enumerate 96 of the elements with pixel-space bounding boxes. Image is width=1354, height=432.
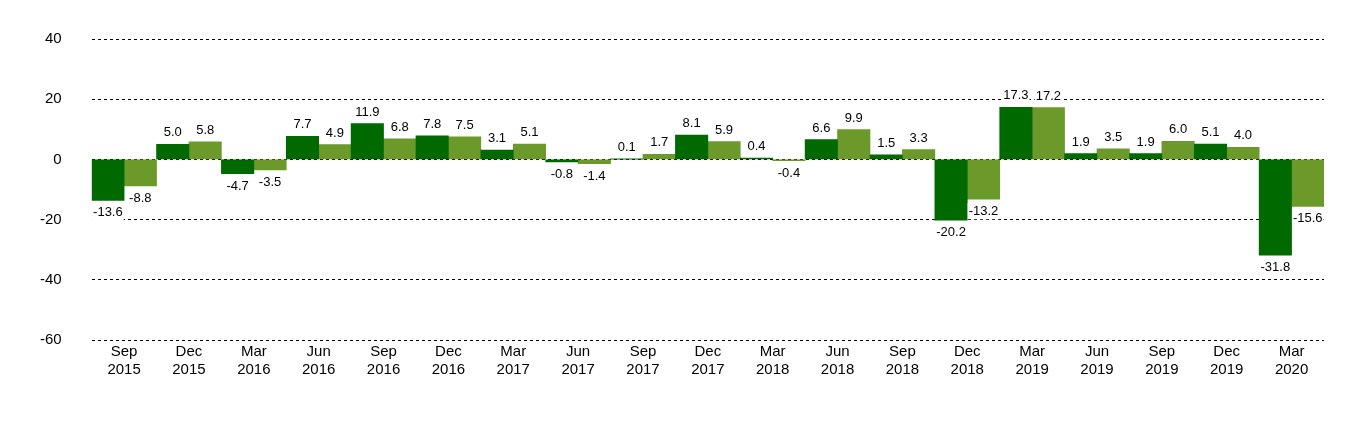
bar xyxy=(123,159,157,187)
x-tick-label: Jun 2016 xyxy=(302,342,336,378)
x-tick-label: Dec 2017 xyxy=(691,342,725,378)
y-tick-label: 40 xyxy=(44,29,62,47)
data-label: 6.6 xyxy=(812,119,831,135)
x-tick-label: Mar 2019 xyxy=(1015,342,1049,378)
data-label: -1.4 xyxy=(583,167,606,183)
bar xyxy=(1096,148,1130,160)
bar xyxy=(1258,159,1292,256)
data-label: 0.4 xyxy=(747,138,766,154)
data-label: -8.8 xyxy=(129,189,152,205)
data-label: 0.1 xyxy=(617,139,636,155)
x-tick-label: Dec 2019 xyxy=(1210,342,1244,378)
x-tick-label: Sep 2015 xyxy=(107,342,141,378)
data-label: -31.8 xyxy=(1260,259,1291,275)
x-tick-label: Jun 2018 xyxy=(820,342,855,378)
data-label: 11.9 xyxy=(355,103,380,119)
bar xyxy=(156,144,190,160)
bar xyxy=(415,135,449,160)
bar xyxy=(707,141,741,160)
x-tick-label: Sep 2016 xyxy=(366,342,401,378)
data-label: 7.8 xyxy=(423,116,442,131)
data-label: 3.1 xyxy=(488,130,507,146)
data-label: 6.0 xyxy=(1169,121,1188,137)
x-tick-label: Jun 2019 xyxy=(1080,342,1114,378)
data-label: -13.6 xyxy=(93,204,123,220)
bar xyxy=(642,153,676,160)
bar xyxy=(221,159,255,174)
x-tick-label: Dec 2016 xyxy=(431,342,466,378)
y-tick-label: -20 xyxy=(39,209,62,227)
data-label: -13.2 xyxy=(968,203,999,219)
data-label: 3.3 xyxy=(909,129,928,145)
bar xyxy=(1031,107,1065,160)
bar xyxy=(902,149,936,160)
data-label: 4.9 xyxy=(325,124,344,140)
data-label: 17.3 xyxy=(1003,87,1029,103)
x-tick-label: Dec 2018 xyxy=(950,342,984,378)
x-tick-label: Sep 2018 xyxy=(885,342,920,378)
x-tick-label: Mar 2020 xyxy=(1274,342,1309,378)
bar xyxy=(480,149,514,160)
data-label: 5.1 xyxy=(520,124,539,140)
data-label: -3.5 xyxy=(258,174,282,190)
x-tick-label: Sep 2017 xyxy=(626,342,660,378)
bar xyxy=(350,123,384,160)
bar xyxy=(1064,153,1098,160)
y-tick-label: -40 xyxy=(39,269,62,287)
x-tick-label: Dec 2015 xyxy=(172,342,206,378)
x-tick-label: Jun 2017 xyxy=(561,342,595,378)
data-label: -0.8 xyxy=(550,165,574,181)
bar xyxy=(675,134,709,160)
data-label: -20.2 xyxy=(936,224,966,240)
x-tick-label: Mar 2018 xyxy=(756,342,790,378)
bar xyxy=(512,143,547,160)
data-label: -0.4 xyxy=(777,164,801,180)
bar xyxy=(91,159,125,201)
data-label: 6.8 xyxy=(390,119,409,135)
y-tick-label: 0 xyxy=(53,149,62,167)
bar xyxy=(966,159,1001,200)
data-label: -15.6 xyxy=(1292,210,1323,226)
data-label: 5.1 xyxy=(1201,124,1220,140)
bar xyxy=(383,138,417,160)
data-label: 5.8 xyxy=(196,122,215,138)
bar xyxy=(1226,147,1260,160)
data-label: 1.7 xyxy=(650,134,669,150)
data-label: 5.9 xyxy=(715,121,734,137)
bar xyxy=(253,159,287,171)
data-label: 1.9 xyxy=(1071,133,1090,149)
data-label: 1.5 xyxy=(877,134,896,150)
bar xyxy=(1161,141,1195,160)
data-label: 3.5 xyxy=(1104,128,1123,144)
bar xyxy=(934,159,968,221)
data-label: -4.7 xyxy=(226,177,249,193)
bar xyxy=(1129,153,1163,160)
data-label: 5.0 xyxy=(163,124,182,140)
bar xyxy=(804,139,838,160)
data-label: 7.7 xyxy=(293,116,312,132)
x-tick-label: Mar 2017 xyxy=(496,342,530,378)
bar xyxy=(448,136,482,160)
bar xyxy=(999,107,1033,160)
x-tick-label: Mar 2016 xyxy=(237,342,271,378)
data-label: 1.9 xyxy=(1136,133,1155,149)
data-label: 7.5 xyxy=(455,116,474,132)
y-tick-label: -60 xyxy=(39,330,62,348)
bar xyxy=(1193,143,1228,160)
data-label: 17.2 xyxy=(1035,87,1062,103)
y-tick-label: 20 xyxy=(44,89,62,107)
bar xyxy=(577,159,611,164)
bar xyxy=(285,135,320,160)
data-label: 9.9 xyxy=(844,109,863,125)
x-tick-label: Sep 2019 xyxy=(1145,342,1179,378)
bar xyxy=(1291,159,1324,207)
data-label: 8.1 xyxy=(682,115,701,131)
data-label: 4.0 xyxy=(1233,127,1252,143)
bar xyxy=(837,129,871,160)
bar xyxy=(318,144,352,160)
bar xyxy=(188,141,222,160)
